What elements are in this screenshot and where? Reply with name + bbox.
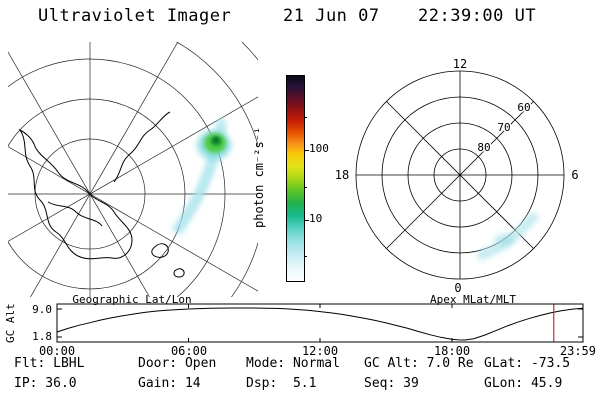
mlat-ring-label-70: 70 [497,121,510,134]
app-title: Ultraviolet Imager [38,6,232,26]
strip-chart-ticks [56,304,584,342]
x-tick-2359: 23:59 [559,344,596,358]
x-tick-0000: 00:00 [38,344,76,358]
mlt-label-18: 18 [335,168,349,182]
geographic-map-plot [8,42,258,297]
gc-alt-curve [56,307,583,341]
mlat-ring-label-80: 80 [477,141,490,154]
colorbar-major-tick [304,219,309,221]
x-tick-1200: 12:00 [301,344,339,358]
colorbar-tick-10: 10 [309,212,323,225]
telemetry-glon: GLon: 45.9 [484,376,563,391]
telemetry-dsp: Dsp: 5.1 [246,376,317,391]
telemetry-ip: IP: 36.0 [14,376,77,391]
colorbar-units-label: photon cm⁻²s⁻¹ [252,126,266,229]
telemetry-seq: Seq: 39 [364,376,419,391]
x-tick-1800: 18:00 [433,344,471,358]
observation-date: 21 Jun 07 [283,6,380,26]
telemetry-gc-alt: GC Alt: 7.0 Re [364,356,474,371]
gc-alt-axis-label: GC Alt [4,303,17,343]
polar-grid [355,70,565,280]
telemetry-flt: Flt: LBHL [14,356,85,371]
coastlines [18,111,185,278]
strip-chart-frame [56,303,584,343]
map-graticule [8,42,258,297]
telemetry-mode: Mode: Normal [246,356,340,371]
mlt-label-12: 12 [453,58,467,71]
telemetry-gain: Gain: 14 [138,376,201,391]
colorbar-tick-100: 100 [309,142,329,155]
colorbar-minor-tick [304,186,307,188]
auroral-emission-apex [476,211,540,261]
auroral-emission-geo [171,118,231,235]
mlt-label-6: 6 [571,168,578,182]
colorbar-gradient [286,75,309,282]
right-panel-caption: Apex MLat/MLT [429,293,517,306]
gc-alt-strip-chart [56,303,584,343]
colorbar-major-tick [304,149,309,151]
colorbar-minor-tick [304,117,307,118]
mlt-label-0: 0 [454,281,461,295]
y-tick-9: 9.0 [32,303,52,316]
left-panel-caption: Geographic Lat/Lon [72,293,192,306]
apex-polar-plot: 12 18 6 0 60 70 80 [333,58,580,297]
mlat-ring-label-60: 60 [517,101,530,114]
telemetry-door: Door: Open [138,356,217,371]
x-tick-0600: 06:00 [170,344,208,358]
y-tick-1.8: 1.8 [32,330,52,343]
telemetry-glat: GLat: -73.5 [484,356,571,371]
observation-time: 22:39:00 UT [418,6,537,26]
colorbar-minor-tick [304,256,307,258]
